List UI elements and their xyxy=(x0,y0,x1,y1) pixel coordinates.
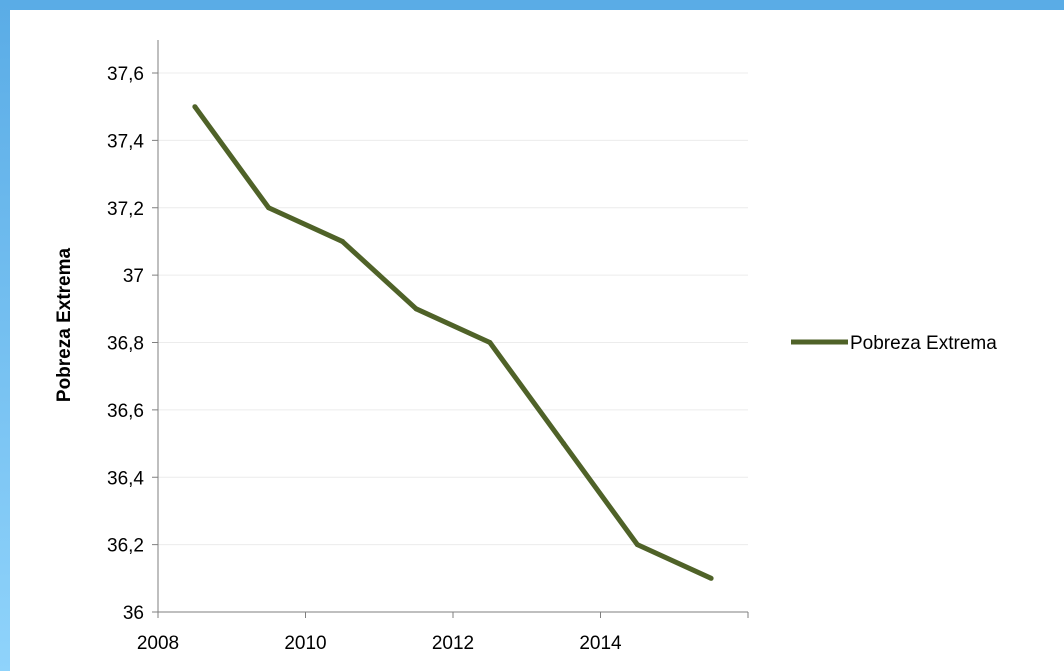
x-tick-labels: 2008 2010 2012 2014 xyxy=(137,633,622,654)
x-tick-label: 2010 xyxy=(284,633,326,654)
legend: Pobreza Extrema xyxy=(791,333,997,354)
chart-background xyxy=(10,10,1064,671)
series-line xyxy=(192,105,713,581)
frame-top-border xyxy=(0,0,1064,10)
series-lines xyxy=(192,104,714,581)
gridlines xyxy=(158,72,748,546)
data-point xyxy=(708,575,714,581)
y-tick-label: 36,8 xyxy=(107,334,144,355)
x-tick-label: 2008 xyxy=(137,633,179,654)
y-axis-label: Pobreza Extrema xyxy=(54,247,75,402)
axes xyxy=(152,40,749,618)
y-tick-label: 37,4 xyxy=(107,131,144,152)
y-tick-label: 37 xyxy=(123,266,144,287)
y-tick-label: 36,6 xyxy=(107,401,144,422)
y-tick-label: 36,4 xyxy=(107,468,144,489)
y-tick-label: 36 xyxy=(123,603,144,624)
data-point xyxy=(266,205,272,211)
y-tick-labels: 36 36,2 36,4 36,6 36,8 37 37,2 37,4 37,6 xyxy=(107,64,144,624)
data-point xyxy=(413,306,419,312)
data-point xyxy=(634,542,640,548)
y-tick-label: 36,2 xyxy=(107,536,144,557)
data-point xyxy=(339,238,345,244)
x-tick-label: 2012 xyxy=(432,633,474,654)
y-tick-label: 37,6 xyxy=(107,64,144,85)
y-tick-label: 37,2 xyxy=(107,199,144,220)
x-tick-label: 2014 xyxy=(579,633,622,654)
data-point xyxy=(192,104,198,110)
frame-left-border xyxy=(0,0,10,671)
legend-label: Pobreza Extrema xyxy=(850,333,997,354)
data-point xyxy=(487,340,493,345)
data-point xyxy=(561,441,567,447)
